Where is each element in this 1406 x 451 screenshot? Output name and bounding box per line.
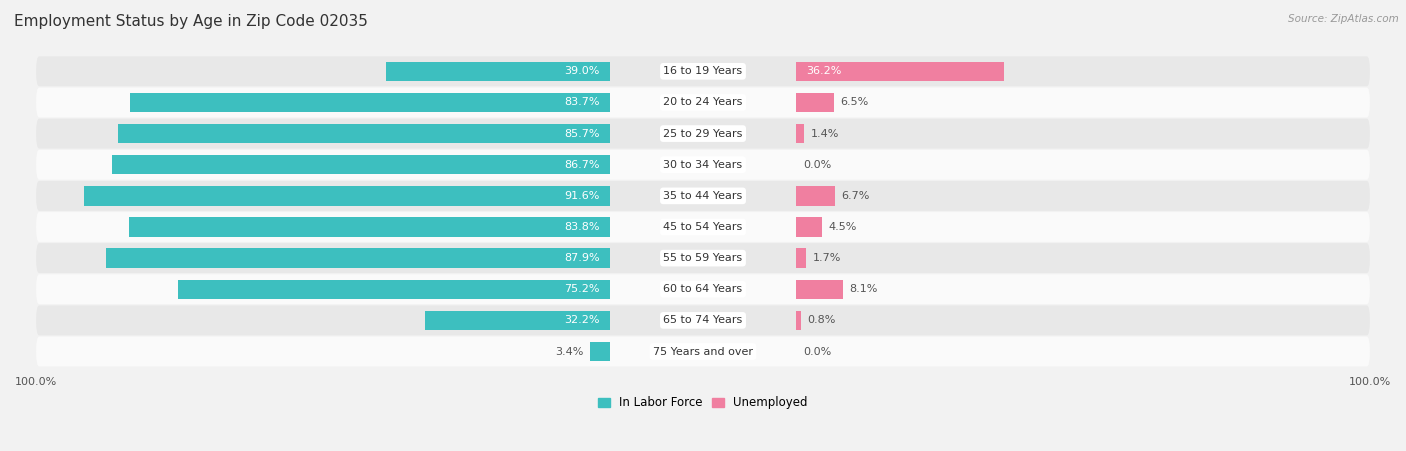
Text: 8.1%: 8.1%: [849, 284, 877, 294]
Bar: [84, 186, 610, 206]
Text: 4.5%: 4.5%: [830, 222, 858, 232]
Text: 32.2%: 32.2%: [564, 315, 599, 326]
FancyBboxPatch shape: [37, 336, 1369, 367]
Text: 83.7%: 83.7%: [564, 97, 599, 107]
FancyBboxPatch shape: [37, 150, 1369, 179]
FancyBboxPatch shape: [37, 274, 1369, 304]
Bar: [118, 124, 610, 143]
Text: 6.5%: 6.5%: [841, 97, 869, 107]
Text: 6.7%: 6.7%: [841, 191, 870, 201]
Text: 83.8%: 83.8%: [564, 222, 599, 232]
Bar: [591, 342, 610, 361]
Bar: [796, 62, 1004, 81]
Text: 86.7%: 86.7%: [564, 160, 599, 170]
FancyBboxPatch shape: [37, 305, 1369, 336]
Text: 85.7%: 85.7%: [564, 129, 599, 138]
Bar: [796, 217, 823, 237]
Bar: [796, 186, 835, 206]
Text: 0.0%: 0.0%: [803, 160, 831, 170]
Text: 30 to 34 Years: 30 to 34 Years: [664, 160, 742, 170]
Text: 91.6%: 91.6%: [564, 191, 599, 201]
Text: 75.2%: 75.2%: [564, 284, 599, 294]
Text: 20 to 24 Years: 20 to 24 Years: [664, 97, 742, 107]
Bar: [796, 280, 842, 299]
Text: 75 Years and over: 75 Years and over: [652, 346, 754, 357]
Bar: [129, 217, 610, 237]
Text: 16 to 19 Years: 16 to 19 Years: [664, 66, 742, 76]
Bar: [112, 155, 610, 175]
FancyBboxPatch shape: [37, 87, 1369, 117]
Bar: [179, 280, 610, 299]
Text: 36.2%: 36.2%: [807, 66, 842, 76]
Legend: In Labor Force, Unemployed: In Labor Force, Unemployed: [593, 391, 813, 414]
Bar: [796, 249, 806, 268]
FancyBboxPatch shape: [37, 243, 1369, 273]
Text: 0.8%: 0.8%: [807, 315, 837, 326]
Bar: [129, 93, 610, 112]
Text: 45 to 54 Years: 45 to 54 Years: [664, 222, 742, 232]
Text: 1.4%: 1.4%: [811, 129, 839, 138]
Text: 35 to 44 Years: 35 to 44 Years: [664, 191, 742, 201]
Text: Source: ZipAtlas.com: Source: ZipAtlas.com: [1288, 14, 1399, 23]
Bar: [425, 311, 610, 330]
Text: 60 to 64 Years: 60 to 64 Years: [664, 284, 742, 294]
Text: 39.0%: 39.0%: [564, 66, 599, 76]
Bar: [796, 124, 804, 143]
Text: 0.0%: 0.0%: [803, 346, 831, 357]
FancyBboxPatch shape: [37, 181, 1369, 211]
Bar: [105, 249, 610, 268]
Text: 25 to 29 Years: 25 to 29 Years: [664, 129, 742, 138]
FancyBboxPatch shape: [37, 212, 1369, 242]
Bar: [796, 311, 801, 330]
Text: 55 to 59 Years: 55 to 59 Years: [664, 253, 742, 263]
Text: 1.7%: 1.7%: [813, 253, 841, 263]
FancyBboxPatch shape: [37, 119, 1369, 148]
Text: 87.9%: 87.9%: [564, 253, 599, 263]
Bar: [796, 93, 834, 112]
Text: Employment Status by Age in Zip Code 02035: Employment Status by Age in Zip Code 020…: [14, 14, 368, 28]
Bar: [387, 62, 610, 81]
Text: 3.4%: 3.4%: [555, 346, 583, 357]
Text: 65 to 74 Years: 65 to 74 Years: [664, 315, 742, 326]
FancyBboxPatch shape: [37, 56, 1369, 86]
